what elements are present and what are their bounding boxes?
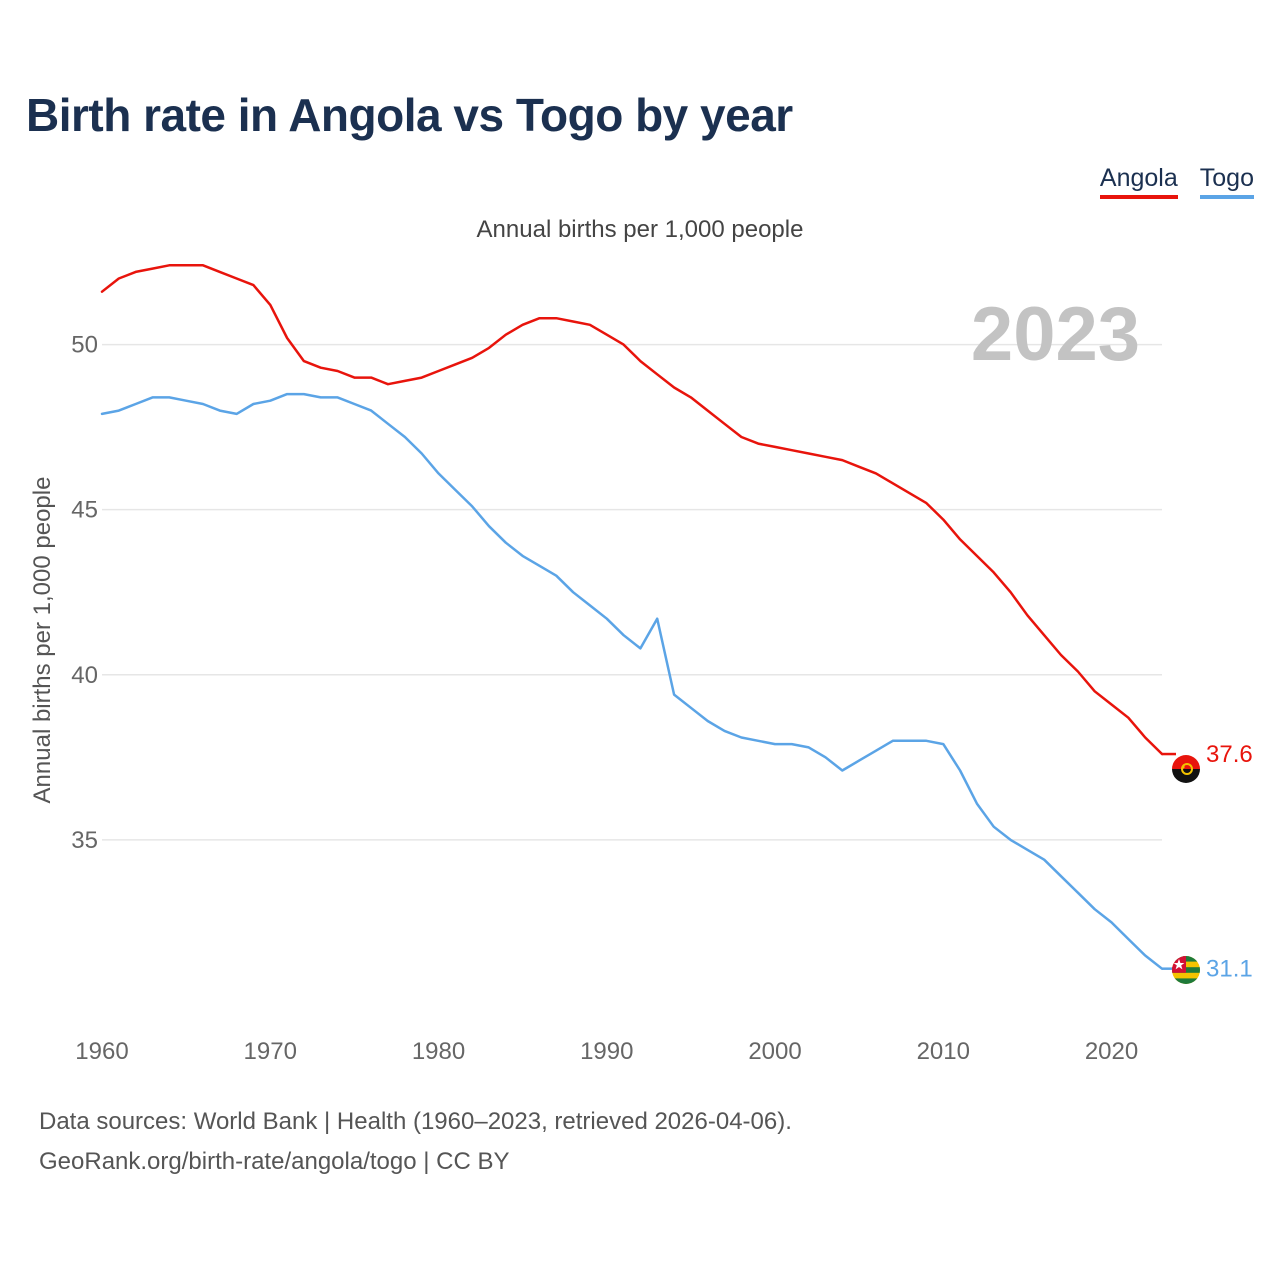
x-tick-label: 2010: [917, 1038, 970, 1065]
footer-url[interactable]: GeoRank.org/birth-rate/angola/togo | CC …: [39, 1148, 510, 1175]
x-tick-label: 1970: [244, 1038, 297, 1065]
angola-flag-icon: [1172, 755, 1200, 783]
x-tick-label: 2000: [748, 1038, 801, 1065]
y-tick-label: 50: [71, 332, 98, 359]
y-tick-label: 35: [71, 827, 98, 854]
x-tick-label: 2020: [1085, 1038, 1138, 1065]
togo-flag-icon: [1172, 956, 1200, 984]
x-tick-label: 1990: [580, 1038, 633, 1065]
year-watermark: 2023: [971, 292, 1140, 377]
series-line-angola: [100, 264, 1164, 756]
page-title: Birth rate in Angola vs Togo by year: [26, 89, 793, 141]
legend-item-togo[interactable]: Togo: [1199, 164, 1254, 199]
y-tick-label: 45: [71, 497, 98, 524]
series-line-togo: [100, 392, 1164, 970]
y-axis-label: Annual births per 1,000 people: [29, 477, 56, 804]
legend: Angola Togo: [1099, 164, 1254, 199]
x-tick-label: 1980: [412, 1038, 465, 1065]
y-tick-label: 40: [71, 662, 98, 689]
footer-source: Data sources: World Bank | Health (1960–…: [39, 1108, 792, 1135]
end-value-label-togo: 31.1: [1206, 956, 1253, 983]
x-tick-label: 1960: [75, 1038, 128, 1065]
chart-subtitle: Annual births per 1,000 people: [476, 216, 804, 243]
end-value-label-angola: 37.6: [1206, 741, 1253, 768]
legend-item-angola[interactable]: Angola: [1099, 164, 1178, 199]
